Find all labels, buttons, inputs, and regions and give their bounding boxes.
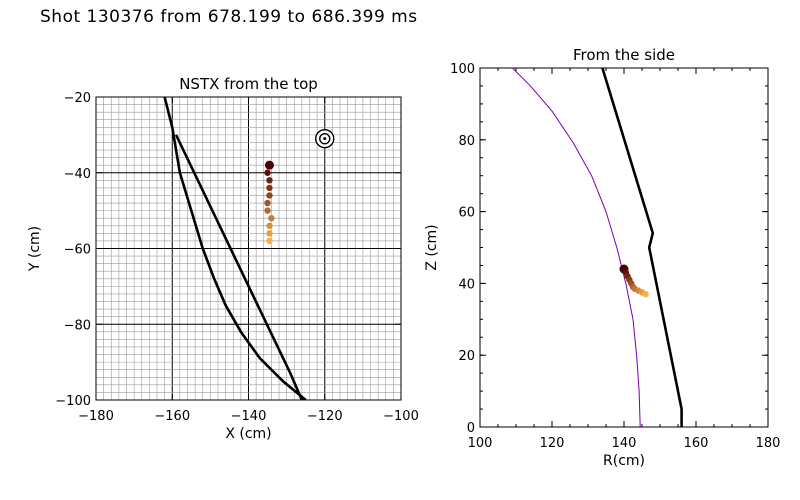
y-tick-label: 0 <box>467 421 475 436</box>
trajectory-point <box>266 222 273 229</box>
chart-title: From the side <box>573 46 675 64</box>
trajectory-point <box>266 230 273 237</box>
target-icon-dot <box>323 137 327 141</box>
target-icon-ring <box>319 132 331 145</box>
trajectory-point <box>266 184 273 192</box>
trajectory-point <box>268 215 275 222</box>
page-title: Shot 130376 from 678.199 to 686.399 ms <box>40 7 418 27</box>
trajectory-point <box>266 237 273 245</box>
y-tick-label: −100 <box>55 394 91 409</box>
trajectory-point <box>266 192 273 199</box>
x-axis-label: R(cm) <box>603 453 645 469</box>
y-tick-label: −60 <box>64 243 91 258</box>
trajectory-point <box>264 199 271 207</box>
y-tick-label: 40 <box>458 277 475 292</box>
y-tick-label: −40 <box>64 167 91 182</box>
x-tick-label: −100 <box>383 409 419 424</box>
x-tick-label: 140 <box>612 436 637 451</box>
x-tick-label: −120 <box>307 409 343 424</box>
vessel-wall-curve <box>163 97 307 400</box>
y-tick-label: −80 <box>64 318 91 333</box>
plot-frame <box>479 67 769 428</box>
trajectory-point <box>264 207 271 214</box>
trajectory-point <box>264 160 274 170</box>
y-axis-label: Z (cm) <box>424 224 440 270</box>
trajectory-point <box>642 290 649 298</box>
y-tick-label: 20 <box>458 349 475 364</box>
x-axis-label: X (cm) <box>225 426 271 442</box>
x-tick-label: −160 <box>154 409 190 424</box>
trajectory-point <box>266 177 273 184</box>
y-axis-label: Y (cm) <box>27 226 43 272</box>
y-tick-label: 60 <box>458 206 475 221</box>
x-tick-label: 120 <box>540 436 565 451</box>
series-group <box>511 68 683 427</box>
y-tick-label: −20 <box>64 91 91 106</box>
trajectory-point <box>264 169 271 176</box>
view-line <box>174 134 304 400</box>
x-tick-label: 180 <box>756 436 781 451</box>
boundary-curve <box>511 68 641 427</box>
x-tick-label: 160 <box>684 436 709 451</box>
chart-title: NSTX from the top <box>179 75 318 93</box>
y-tick-label: 100 <box>450 62 475 77</box>
x-tick-label: −140 <box>231 409 267 424</box>
series-group <box>163 97 307 400</box>
x-tick-label: −180 <box>78 409 114 424</box>
vessel-wall <box>601 68 683 427</box>
x-tick-label: 100 <box>468 436 493 451</box>
y-tick-label: 80 <box>458 134 475 149</box>
